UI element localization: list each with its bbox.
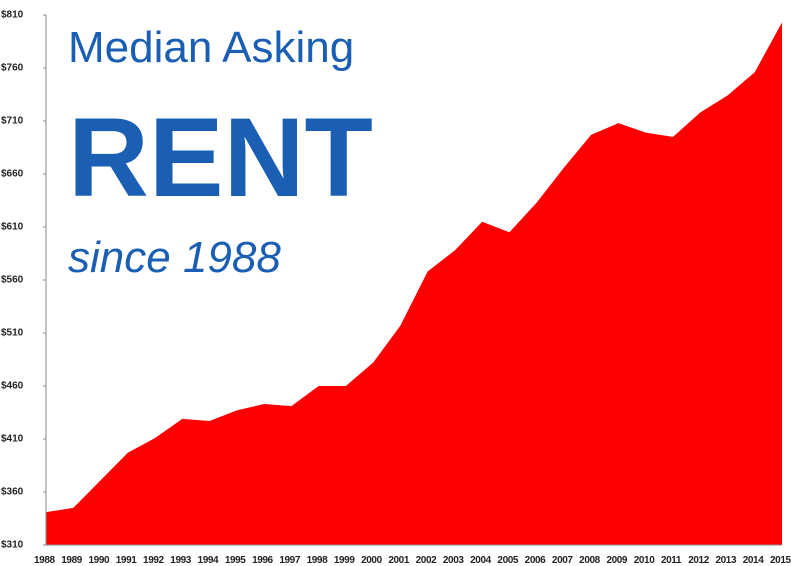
x-tick-label: 2013 (715, 555, 736, 566)
chart-title: since 1988 (68, 233, 281, 282)
y-tick-label: $810 (1, 10, 24, 21)
x-tick-label: 2011 (661, 555, 682, 566)
x-tick-label: 1991 (116, 555, 137, 566)
x-tick-label: 2006 (525, 555, 546, 566)
x-tick-label: 1998 (307, 555, 328, 566)
y-tick-label: $710 (1, 116, 24, 127)
x-tick-label: 2009 (606, 555, 627, 566)
chart-title: Median Asking (68, 23, 354, 72)
x-tick-label: 1994 (198, 555, 219, 566)
x-tick-label: 1996 (252, 555, 273, 566)
x-tick-label: 1990 (89, 555, 110, 566)
x-tick-label: 2012 (688, 555, 709, 566)
y-tick-label: $610 (1, 222, 24, 233)
y-tick-label: $510 (1, 328, 24, 339)
y-tick-label: $760 (1, 63, 24, 74)
x-tick-label: 2005 (497, 555, 518, 566)
area (46, 22, 782, 546)
chart-title: RENT (68, 95, 373, 220)
x-tick-label: 2002 (416, 555, 437, 566)
x-tick-label: 1992 (143, 555, 164, 566)
x-tick-label: 1993 (170, 555, 191, 566)
x-tick-label: 2000 (361, 555, 382, 566)
x-tick-label: 2004 (470, 555, 491, 566)
x-tick-label: 2010 (634, 555, 655, 566)
x-tick-label: 1989 (61, 555, 82, 566)
x-tick-label: 2008 (579, 555, 600, 566)
x-tick-label: 1995 (225, 555, 246, 566)
x-tick-label: 2015 (770, 555, 791, 566)
y-tick-label: $360 (1, 487, 24, 498)
y-tick-label: $560 (1, 275, 24, 286)
x-tick-label: 1997 (279, 555, 300, 566)
x-tick-label: 1999 (334, 555, 355, 566)
y-tick-label: $410 (1, 434, 24, 445)
y-tick-label: $460 (1, 381, 24, 392)
x-tick-label: 2014 (743, 555, 764, 566)
x-tick-label: 2007 (552, 555, 573, 566)
x-tick-label: 1988 (34, 555, 55, 566)
x-tick-label: 2003 (443, 555, 464, 566)
x-tick-label: 2001 (388, 555, 409, 566)
y-tick-label: $660 (1, 169, 24, 180)
y-tick-label: $310 (1, 540, 24, 551)
